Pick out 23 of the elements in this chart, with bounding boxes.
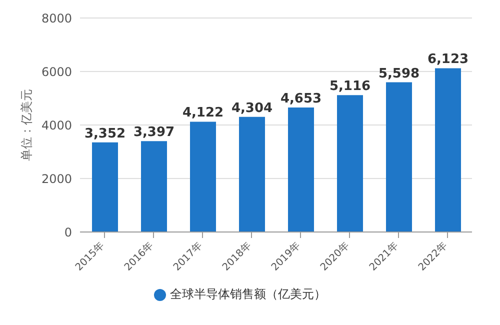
bar <box>190 122 216 232</box>
y-tick-label: 0 <box>64 225 72 240</box>
data-label: 4,304 <box>231 100 273 116</box>
y-tick-label: 2000 <box>41 172 72 186</box>
bar <box>92 142 118 232</box>
bar <box>141 141 167 232</box>
data-label: 5,598 <box>378 66 420 82</box>
data-label: 3,352 <box>84 126 126 142</box>
bar <box>288 108 314 232</box>
data-label: 4,122 <box>182 106 224 121</box>
data-label: 5,116 <box>329 79 371 94</box>
bar <box>435 68 461 232</box>
bar <box>337 95 363 232</box>
y-tick-label: 8000 <box>41 11 72 26</box>
y-axis-title: 单位：亿美元 <box>19 89 34 161</box>
y-tick-label: 6000 <box>41 64 72 79</box>
y-tick-label: 4000 <box>41 118 72 132</box>
legend-label: 全球半导体销售额（亿美元） <box>170 287 326 301</box>
data-label: 4,653 <box>280 92 322 107</box>
data-label: 3,397 <box>133 125 175 140</box>
bar <box>239 116 265 232</box>
bar <box>386 82 412 232</box>
data-label: 6,123 <box>427 52 469 68</box>
